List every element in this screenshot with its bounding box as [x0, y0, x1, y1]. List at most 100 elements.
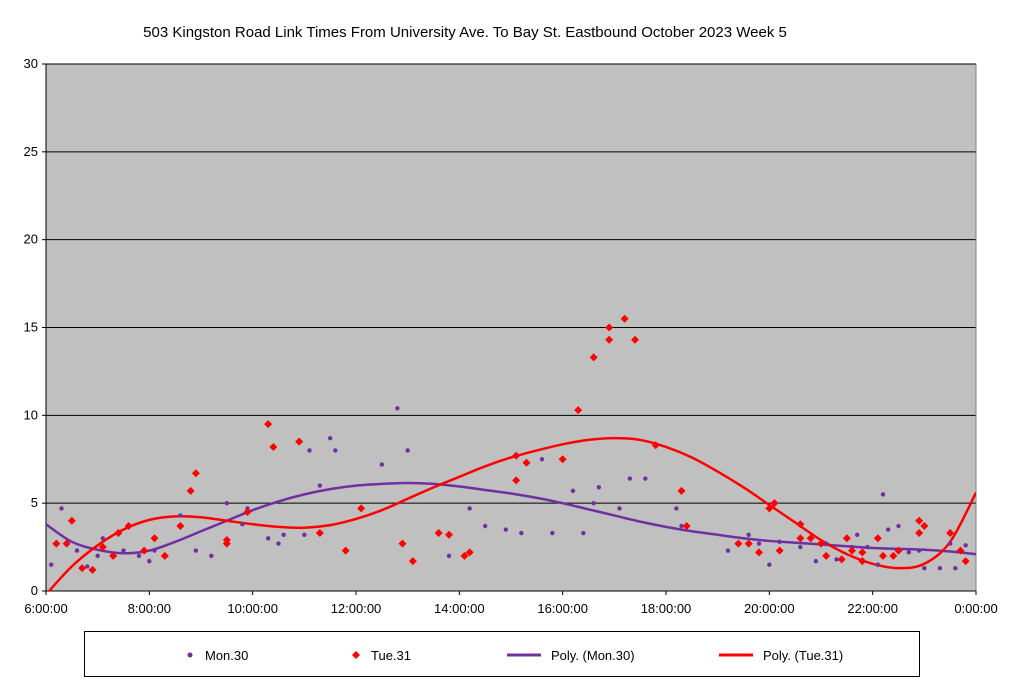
data-point-diamond	[295, 437, 304, 446]
data-point-diamond	[176, 522, 185, 531]
y-tick-label: 25	[24, 144, 38, 159]
data-point-diamond	[341, 546, 350, 555]
data-point-circle	[880, 492, 886, 497]
legend: Mon.30 Tue.31 Poly. (Mon.30) Poly. (Tue.…	[84, 631, 920, 677]
data-point-circle	[85, 564, 90, 569]
data-point-diamond	[915, 529, 924, 538]
data-point-diamond	[961, 557, 970, 566]
data-point-circle	[947, 541, 953, 546]
data-point-diamond	[398, 539, 407, 548]
data-point-diamond	[822, 551, 831, 560]
x-tick-label: 8:00:00	[128, 601, 171, 616]
legend-label: Poly. (Mon.30)	[551, 647, 635, 663]
data-point-circle	[74, 548, 80, 553]
data-point-circle	[834, 557, 839, 562]
data-point-diamond	[775, 546, 784, 555]
data-point-diamond	[858, 557, 867, 566]
data-point-diamond	[140, 546, 149, 555]
data-point-circle	[48, 562, 54, 567]
data-point-diamond	[62, 539, 71, 548]
data-point-diamond	[651, 441, 660, 450]
data-point-diamond	[460, 551, 469, 560]
data-point-circle	[953, 565, 958, 571]
data-point-diamond	[315, 529, 324, 538]
data-point-circle	[224, 500, 230, 506]
data-point-diamond	[744, 539, 753, 548]
data-point-circle	[178, 513, 183, 518]
x-tick-label: 0:00:00	[954, 601, 997, 616]
axes	[42, 63, 977, 595]
data-point-diamond	[67, 516, 76, 525]
data-point-diamond	[88, 565, 97, 574]
data-point-diamond	[858, 548, 867, 557]
data-point-circle	[617, 506, 622, 511]
data-point-diamond	[765, 504, 774, 513]
data-point-diamond	[894, 546, 903, 555]
data-point-diamond	[269, 442, 278, 451]
data-point-circle	[679, 523, 684, 529]
data-point-diamond	[558, 455, 567, 464]
data-point-circle	[209, 553, 214, 559]
data-point-diamond	[465, 548, 474, 557]
y-tick-labels: 0 5 10 15 20 25 30	[24, 56, 38, 598]
x-tick-label: 18:00:00	[641, 601, 692, 616]
data-point-circle	[746, 532, 751, 537]
data-point-diamond	[264, 420, 273, 429]
legend-label: Poly. (Tue.31)	[763, 647, 844, 663]
y-tick-label: 20	[24, 232, 38, 247]
data-point-circle	[446, 553, 452, 559]
data-point-diamond	[848, 546, 856, 555]
y-tick-label: 15	[24, 320, 38, 335]
data-point-diamond	[842, 534, 851, 543]
data-point-circle	[823, 541, 829, 546]
data-point-circle	[596, 485, 602, 490]
data-point-diamond	[243, 507, 252, 516]
data-point-diamond	[186, 486, 195, 495]
data-point-diamond	[889, 551, 898, 560]
data-point-circle	[591, 500, 596, 506]
data-point-circle	[725, 548, 731, 553]
data-point-diamond	[920, 522, 929, 531]
legend-item-poly-mon30: Poly. (Mon.30)	[507, 646, 635, 664]
data-point-diamond	[114, 529, 123, 538]
data-point-circle	[240, 522, 245, 527]
legend-item-poly-tue31: Poly. (Tue.31)	[719, 646, 843, 664]
x-tick-label: 12:00:00	[331, 601, 382, 616]
data-point-circle	[317, 483, 323, 488]
data-point-circle	[767, 562, 772, 567]
x-tick-label: 6:00:00	[24, 601, 67, 616]
data-point-diamond	[796, 534, 805, 543]
data-point-circle	[405, 448, 410, 453]
data-point-circle	[777, 539, 782, 545]
data-point-diamond	[620, 314, 629, 323]
data-point-circle	[467, 506, 472, 511]
y-tick-label: 30	[24, 56, 38, 71]
data-point-diamond	[574, 406, 583, 415]
data-point-circle	[922, 565, 927, 571]
x-tick-labels: 6:00:00 8:00:00 10:00:00 12:00:00 14:00:00 16…	[24, 601, 997, 616]
data-point-circle	[265, 536, 271, 541]
data-point-circle	[333, 448, 338, 453]
data-point-diamond	[52, 539, 61, 548]
data-point-circle	[281, 532, 286, 537]
x-tick-label: 10:00:00	[227, 601, 278, 616]
data-point-circle	[674, 506, 679, 511]
x-tick-label: 14:00:00	[434, 601, 485, 616]
data-point-circle	[302, 532, 307, 537]
data-point-diamond	[191, 469, 200, 478]
legend-item-mon30: Mon.30	[185, 646, 248, 664]
data-point-circle	[916, 548, 922, 553]
data-point-diamond	[605, 323, 614, 332]
data-point-circle	[307, 448, 312, 453]
data-point-diamond	[150, 534, 159, 543]
data-point-circle	[906, 550, 912, 555]
data-point-circle	[136, 553, 142, 559]
data-point-diamond	[915, 516, 924, 525]
legend-label: Tue.31	[371, 647, 411, 663]
data-point-circle	[875, 562, 881, 567]
data-point-circle	[519, 530, 524, 536]
legend-diamond-marker-icon	[352, 651, 360, 659]
data-point-diamond	[631, 335, 639, 344]
data-point-circle	[581, 530, 586, 536]
data-point-circle	[503, 527, 509, 532]
